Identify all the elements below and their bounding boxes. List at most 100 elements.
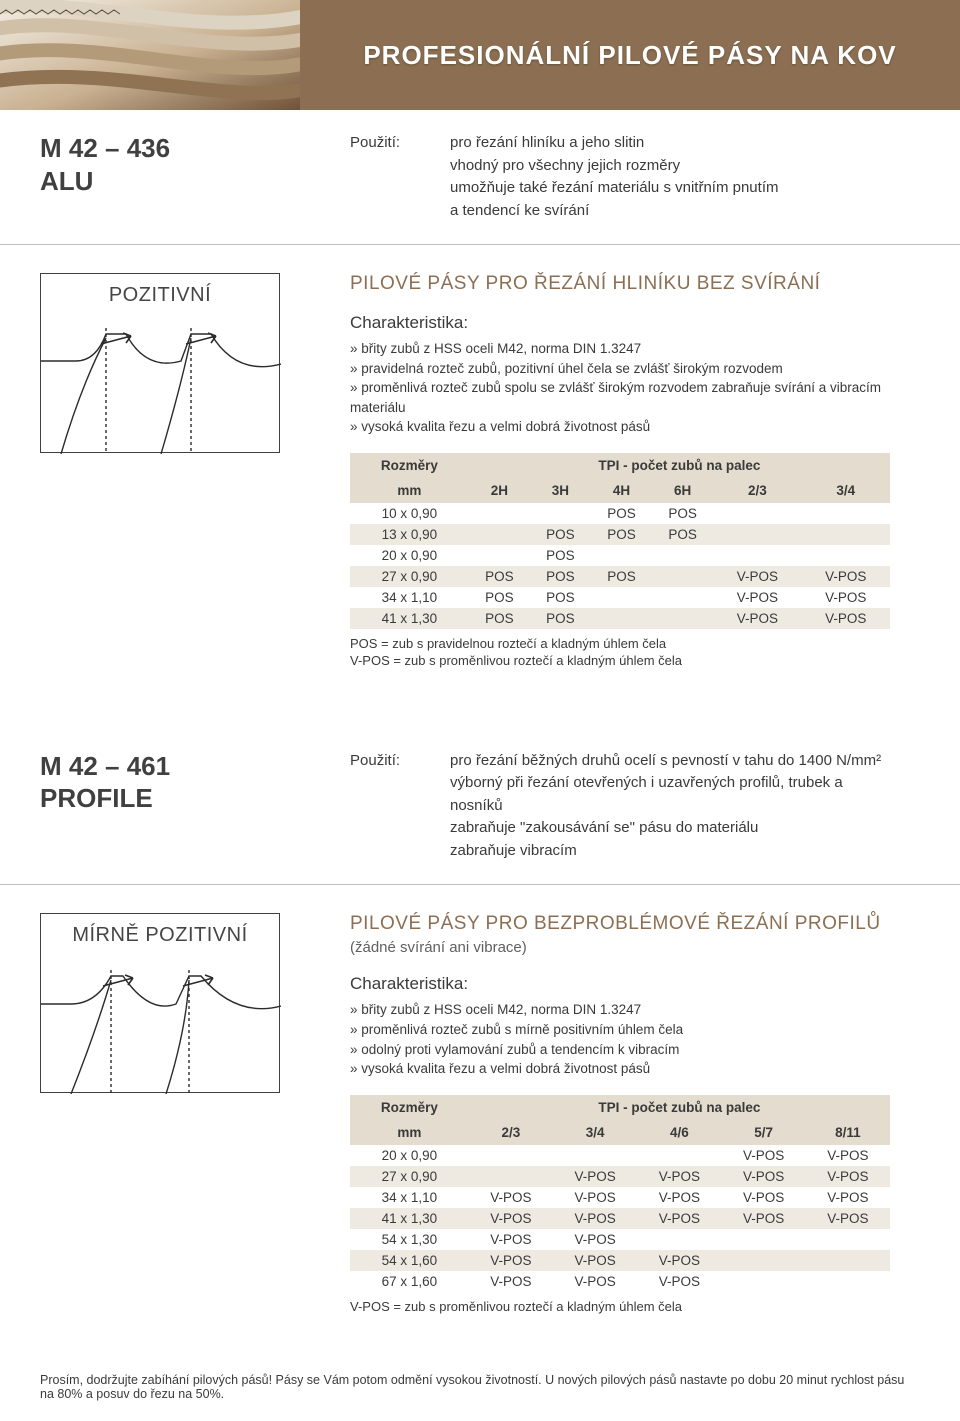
cell-val	[591, 608, 652, 629]
cell-val	[591, 545, 652, 566]
cell-val: V-POS	[713, 587, 801, 608]
cell-mm: 27 x 0,90	[350, 1166, 469, 1187]
table-row: 34 x 1,10POSPOSV-POSV-POS	[350, 587, 890, 608]
th-col: 2H	[469, 478, 530, 503]
cell-val: V-POS	[713, 608, 801, 629]
cell-val: V-POS	[722, 1208, 806, 1229]
content-right-2: PILOVÉ PÁSY PRO BEZPROBLÉMOVÉ ŘEZÁNÍ PRO…	[350, 885, 960, 1343]
table-row: 13 x 0,90POSPOSPOS	[350, 524, 890, 545]
section-m42-461: M 42 – 461 PROFILE Použití: pro řezání b…	[0, 728, 960, 885]
cell-mm: 13 x 0,90	[350, 524, 469, 545]
cell-mm: 20 x 0,90	[350, 1145, 469, 1166]
char-item: břity zubů z HSS oceli M42, norma DIN 1.…	[350, 1000, 890, 1020]
cell-mm: 20 x 0,90	[350, 545, 469, 566]
char-item: odolný proti vylamování zubů a tendencím…	[350, 1040, 890, 1060]
cell-val	[802, 524, 890, 545]
cell-val: POS	[591, 503, 652, 524]
cell-val: V-POS	[722, 1187, 806, 1208]
cell-mm: 10 x 0,90	[350, 503, 469, 524]
cell-val	[652, 545, 713, 566]
cell-val: POS	[469, 587, 530, 608]
footer-note: Prosím, dodržujte zabíhání pilových pásů…	[0, 1343, 960, 1421]
cell-val: V-POS	[553, 1187, 637, 1208]
char-item: pravidelná rozteč zubů, pozitivní úhel č…	[350, 359, 890, 379]
th-col: 5/7	[722, 1120, 806, 1145]
cell-val: POS	[469, 566, 530, 587]
table-row: 20 x 0,90V-POSV-POS	[350, 1145, 890, 1166]
th-rozmery: Rozměry	[350, 1095, 469, 1120]
table-row: 54 x 1,60V-POSV-POSV-POS	[350, 1250, 890, 1271]
table-row: 20 x 0,90 POS	[350, 545, 890, 566]
product-line2: ALU	[40, 166, 93, 196]
table-row: 41 x 1,30POSPOSV-POSV-POS	[350, 608, 890, 629]
cell-val: POS	[591, 524, 652, 545]
subhead-note-2: (žádné svírání ani vibrace)	[350, 939, 890, 956]
cell-val	[530, 503, 591, 524]
cell-val: V-POS	[469, 1187, 553, 1208]
banner-title: PROFESIONÁLNÍ PILOVÉ PÁSY NA KOV	[363, 40, 896, 71]
cell-val: V-POS	[553, 1271, 637, 1292]
section-m42-436: M 42 – 436 ALU Použití: pro řezání hliní…	[0, 110, 960, 244]
char-title-1: Charakteristika:	[350, 313, 890, 333]
cell-val	[553, 1145, 637, 1166]
cell-val	[652, 566, 713, 587]
cell-val: V-POS	[469, 1229, 553, 1250]
note-pos: POS = zub s pravidelnou roztečí a kladný…	[350, 635, 890, 653]
cell-val: V-POS	[469, 1271, 553, 1292]
th-col: 3/4	[553, 1120, 637, 1145]
cell-val: V-POS	[802, 608, 890, 629]
product-line2: PROFILE	[40, 783, 153, 813]
table-notes-2: V-POS = zub s proměnlivou roztečí a klad…	[350, 1298, 890, 1316]
cell-val	[652, 587, 713, 608]
note-vpos: V-POS = zub s proměnlivou roztečí a klad…	[350, 1298, 890, 1316]
th-tpi: TPI - počet zubů na palec	[469, 453, 890, 478]
product-line1: M 42 – 436	[40, 133, 170, 163]
char-item: vysoká kvalita řezu a velmi dobrá životn…	[350, 1059, 890, 1079]
char-title-2: Charakteristika:	[350, 974, 890, 994]
cell-val: V-POS	[722, 1145, 806, 1166]
cell-val: POS	[530, 608, 591, 629]
cell-mm: 41 x 1,30	[350, 1208, 469, 1229]
product-name-1: M 42 – 436 ALU	[40, 132, 170, 197]
content-right-1: PILOVÉ PÁSY PRO ŘEZÁNÍ HLINÍKU BEZ SVÍRÁ…	[350, 245, 960, 698]
cell-val: POS	[652, 524, 713, 545]
cell-mm: 27 x 0,90	[350, 566, 469, 587]
cell-val: POS	[530, 566, 591, 587]
cell-val: V-POS	[637, 1250, 721, 1271]
diagram-label: MÍRNĚ POZITIVNÍ	[41, 924, 279, 947]
usage-label: Použití:	[350, 132, 410, 222]
banner-photo	[0, 0, 300, 110]
th-rozmery: Rozměry	[350, 453, 469, 478]
table-row: 67 x 1,60V-POSV-POSV-POS	[350, 1271, 890, 1292]
cell-val	[722, 1271, 806, 1292]
cell-val: V-POS	[806, 1166, 890, 1187]
cell-val	[806, 1271, 890, 1292]
tooth-profile-positive-icon	[41, 316, 281, 454]
spec-table-2: RozměryTPI - počet zubů na palecmm2/33/4…	[350, 1095, 890, 1292]
th-unit: mm	[350, 1120, 469, 1145]
bandsaw-blade-icon	[0, 0, 300, 110]
table-row: 27 x 0,90V-POSV-POSV-POSV-POS	[350, 1166, 890, 1187]
cell-val: V-POS	[802, 566, 890, 587]
cell-val: V-POS	[469, 1250, 553, 1271]
th-col: 6H	[652, 478, 713, 503]
diagram-box-mild-positive: MÍRNĚ POZITIVNÍ	[40, 913, 280, 1093]
cell-val	[802, 503, 890, 524]
cell-val	[713, 503, 801, 524]
spec-table-1: RozměryTPI - počet zubů na palecmm2H3H4H…	[350, 453, 890, 629]
cell-val: V-POS	[637, 1208, 721, 1229]
tooth-profile-mild-positive-icon	[41, 956, 281, 1094]
cell-val	[713, 524, 801, 545]
cell-val	[591, 587, 652, 608]
table-row: 27 x 0,90POSPOSPOSV-POSV-POS	[350, 566, 890, 587]
cell-val	[469, 1145, 553, 1166]
usage-text: pro řezání běžných druhů ocelí s pevnost…	[450, 750, 890, 863]
cell-val: POS	[530, 545, 591, 566]
cell-val	[652, 608, 713, 629]
cell-val: V-POS	[469, 1208, 553, 1229]
subhead-1: PILOVÉ PÁSY PRO ŘEZÁNÍ HLINÍKU BEZ SVÍRÁ…	[350, 273, 890, 295]
cell-val	[713, 545, 801, 566]
cell-val: POS	[652, 503, 713, 524]
cell-val: POS	[530, 524, 591, 545]
table-row: 10 x 0,90 POSPOS	[350, 503, 890, 524]
